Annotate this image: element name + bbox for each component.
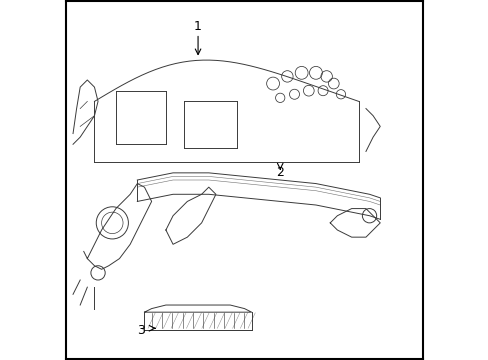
Text: 3: 3	[137, 324, 144, 337]
Text: 1: 1	[194, 20, 202, 33]
Text: 2: 2	[276, 166, 284, 179]
